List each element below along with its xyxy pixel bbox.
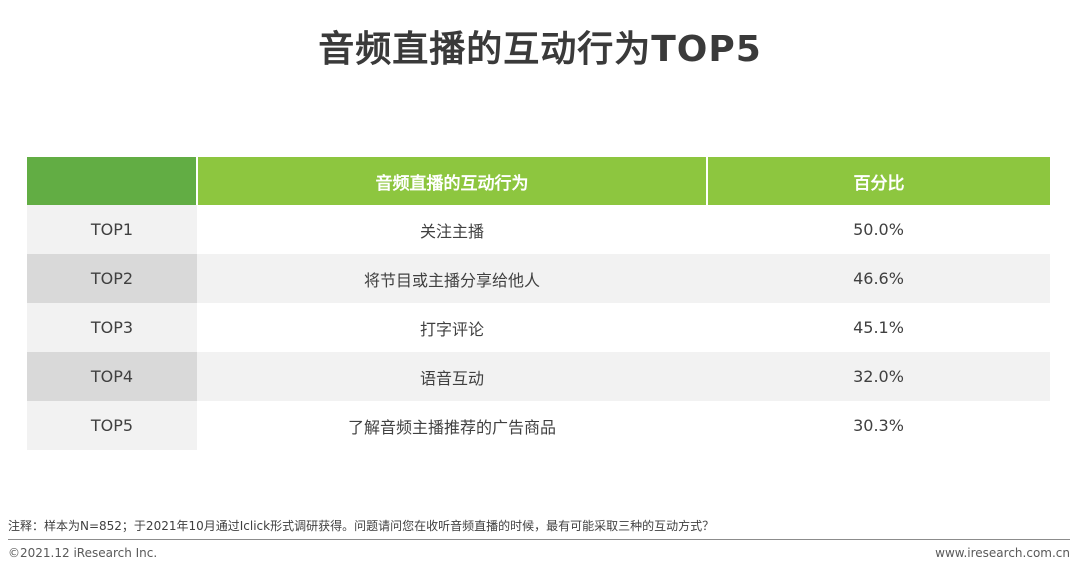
- rank-cell: TOP5: [27, 401, 197, 450]
- interaction-table: 音频直播的互动行为 百分比 TOP1 关注主播 50.0% TOP2 将节目或主…: [27, 157, 1050, 450]
- behavior-cell: 将节目或主播分享给他人: [197, 254, 707, 303]
- percent-cell: 30.3%: [707, 401, 1050, 450]
- behavior-cell: 语音互动: [197, 352, 707, 401]
- rank-cell: TOP3: [27, 303, 197, 352]
- header-behavior: 音频直播的互动行为: [196, 157, 707, 205]
- behavior-cell: 关注主播: [197, 205, 707, 254]
- header-rank: [27, 157, 197, 205]
- footer-divider: [8, 539, 1070, 540]
- copyright: ©2021.12 iResearch Inc.: [8, 546, 158, 560]
- rank-cell: TOP4: [27, 352, 197, 401]
- table-row: TOP1 关注主播 50.0%: [27, 205, 1050, 254]
- percent-cell: 32.0%: [707, 352, 1050, 401]
- percent-cell: 45.1%: [707, 303, 1050, 352]
- page-title: 音频直播的互动行为TOP5: [318, 29, 762, 70]
- behavior-cell: 了解音频主播推荐的广告商品: [197, 401, 707, 450]
- table-header-row: 音频直播的互动行为 百分比: [27, 157, 1050, 205]
- behavior-cell: 打字评论: [197, 303, 707, 352]
- header-percent: 百分比: [706, 157, 1050, 205]
- table-row: TOP2 将节目或主播分享给他人 46.6%: [27, 254, 1050, 303]
- table-row: TOP5 了解音频主播推荐的广告商品 30.3%: [27, 401, 1050, 450]
- footnote: 注释：样本为N=852；于2021年10月通过Iclick形式调研获得。问题请问…: [8, 519, 715, 533]
- table-row: TOP4 语音互动 32.0%: [27, 352, 1050, 401]
- rank-cell: TOP1: [27, 205, 197, 254]
- percent-cell: 46.6%: [707, 254, 1050, 303]
- table-row: TOP3 打字评论 45.1%: [27, 303, 1050, 352]
- rank-cell: TOP2: [27, 254, 197, 303]
- percent-cell: 50.0%: [707, 205, 1050, 254]
- website-link: www.iresearch.com.cn: [935, 546, 1070, 560]
